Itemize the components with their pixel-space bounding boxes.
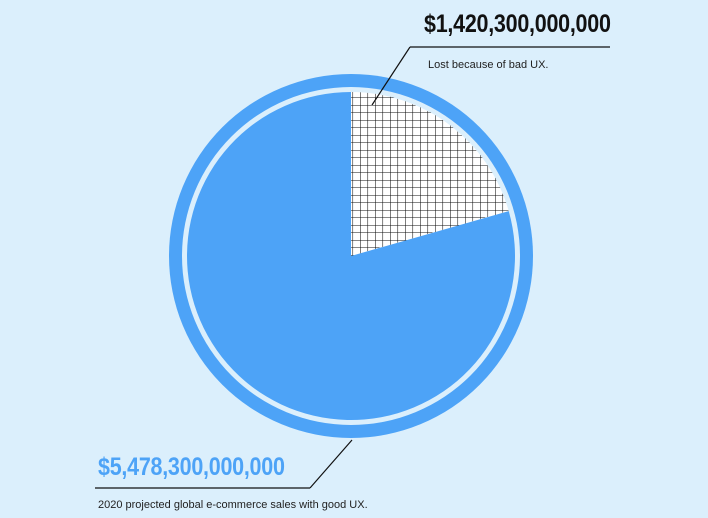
lost-leader-line <box>371 46 411 106</box>
good-leader-line <box>309 439 353 489</box>
pie-slice-1 <box>351 92 509 256</box>
lost-value-label: $1,420,300,000,000 <box>424 10 611 38</box>
good-value-label: $5,478,300,000,000 <box>98 453 285 481</box>
pie-slice-2 <box>187 92 516 420</box>
good-caption: 2020 projected global e-commerce sales w… <box>98 499 368 511</box>
lost-caption: Lost because of bad UX. <box>428 59 549 71</box>
